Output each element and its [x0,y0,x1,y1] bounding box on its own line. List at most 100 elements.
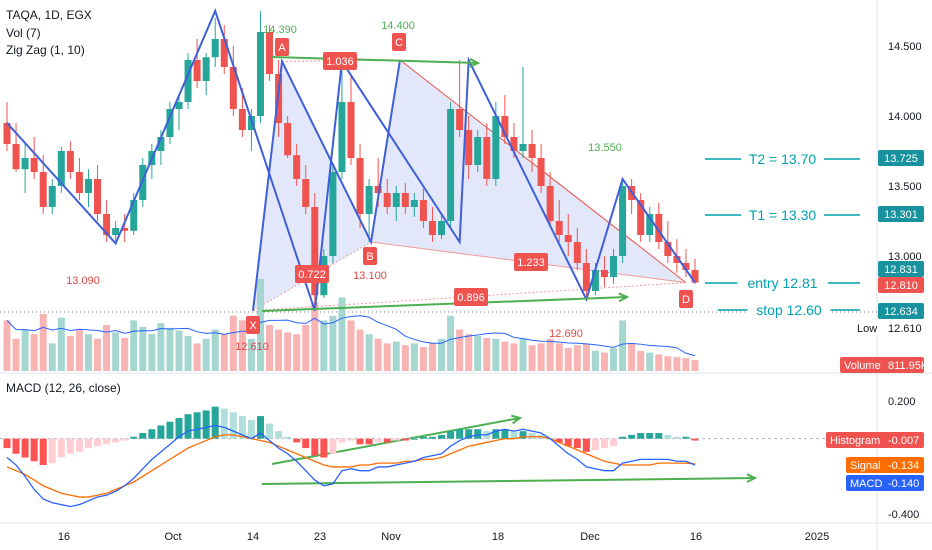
volume-bar [628,343,636,371]
volume-bar [193,343,201,371]
pattern-point-c-badge: C [392,33,406,51]
candle [655,202,663,249]
candle-body [329,172,337,256]
macd-histogram-bar [637,433,645,439]
candle [21,144,29,193]
entry-target-label-bg [737,274,828,292]
time-tick-label: Dec [580,531,600,543]
volume-bar [166,327,174,371]
macd-axis-badge-value: -0.140 [888,478,919,490]
macd-histogram-bar [12,438,20,454]
candle-body [465,130,473,165]
volume-bar [573,345,581,371]
candle [546,172,554,228]
volume-bar [320,320,328,371]
volume-bar [619,320,627,371]
volume-bar [275,329,283,371]
macd-histogram-bar [691,438,699,441]
candle [229,46,237,116]
candle [573,228,581,270]
volume-bar [392,341,400,371]
candle-body [238,109,246,130]
macd-histogram-bar [410,438,418,440]
volume-bar [103,325,111,371]
time-tick-label: Oct [164,531,181,543]
candle [519,67,527,158]
candle [293,144,301,186]
macd-indicator-title[interactable]: MACD (12, 26, close) [6,381,121,395]
candle [84,169,92,207]
last-price-axis-badge-bg [878,277,924,293]
volume-bar [94,338,102,371]
candle-body [256,32,264,116]
macd-histogram-bar [510,431,518,439]
candle-body [619,186,627,256]
candle [682,249,690,277]
macd-line [6,424,696,508]
candle-body [673,256,681,263]
candle [410,193,418,217]
candle-body [646,214,654,235]
pattern-point-d-badge-text: D [682,294,690,306]
symbol-title[interactable]: TAQA, 1D, EGX [6,8,92,22]
volume-bar [302,325,310,371]
volume-indicator-title[interactable]: Vol (7) [6,26,41,40]
t1-axis-badge-bg [878,206,924,222]
macd-histogram-bar [347,438,355,441]
macd-histogram-bar [175,417,183,439]
volume-bar [347,320,355,371]
t2-axis-badge-text: 13.725 [884,153,918,165]
candle [637,193,645,242]
macd-histogram-bar [247,419,255,439]
volume-bar [537,343,545,371]
macd-histogram-bar [30,438,38,462]
macd-histogram-bar [311,438,319,456]
macd-histogram-bar [266,423,274,439]
price-axis-badge: 12.831 [878,261,924,277]
pattern-xabc-line [252,57,401,311]
candle-body [655,214,663,242]
candle-body [555,221,563,235]
volume-bar [229,315,237,371]
macd-histogram-bar [365,438,373,445]
pivot-price-label: 14.400 [381,20,415,32]
volume-bar [637,350,645,371]
macd-tick-label: -0.400 [888,509,919,521]
macd-histogram-bar [555,438,563,443]
candle-body [356,158,364,214]
volume-bar [419,347,427,371]
volume-bar [266,325,274,371]
macd-histogram-bar [166,421,174,439]
zigzag-indicator-title[interactable]: Zig Zag (1, 10) [6,43,85,57]
candle-body [130,200,138,231]
volume-bar [691,359,699,371]
volume-bar [555,343,563,371]
candle [600,256,608,287]
volume-bar [501,341,509,371]
price-tick-label: 13.500 [888,181,922,193]
ratio-badge-bg [454,288,488,306]
candle-body [112,228,120,235]
candle-body [211,39,219,58]
price-resistance-arrow-head [469,57,481,68]
t1-target-label-bg [741,206,824,224]
volume-bar [57,317,65,371]
pattern-point-x-badge: X [246,316,260,334]
candle [664,221,672,263]
macd-histogram-bar [238,416,246,439]
macd-tick-label: 0.200 [888,396,916,408]
volume-bar [184,336,192,371]
macd-histogram-bar [655,433,663,439]
macd-histogram-bar [275,431,283,439]
volume-bar [211,329,219,371]
pattern-point-a-badge: A [275,38,289,56]
macd-upper-arrow-head [511,414,523,425]
price-support-arrow-shaft [261,296,628,312]
macd-upper-arrow [271,414,523,465]
macd-histogram-bar [456,429,464,439]
volume-bar [646,352,654,371]
time-tick-label: 16 [58,531,70,543]
candle [555,200,563,242]
histogram-axis-badge: Histogram -0.007 [826,432,924,448]
